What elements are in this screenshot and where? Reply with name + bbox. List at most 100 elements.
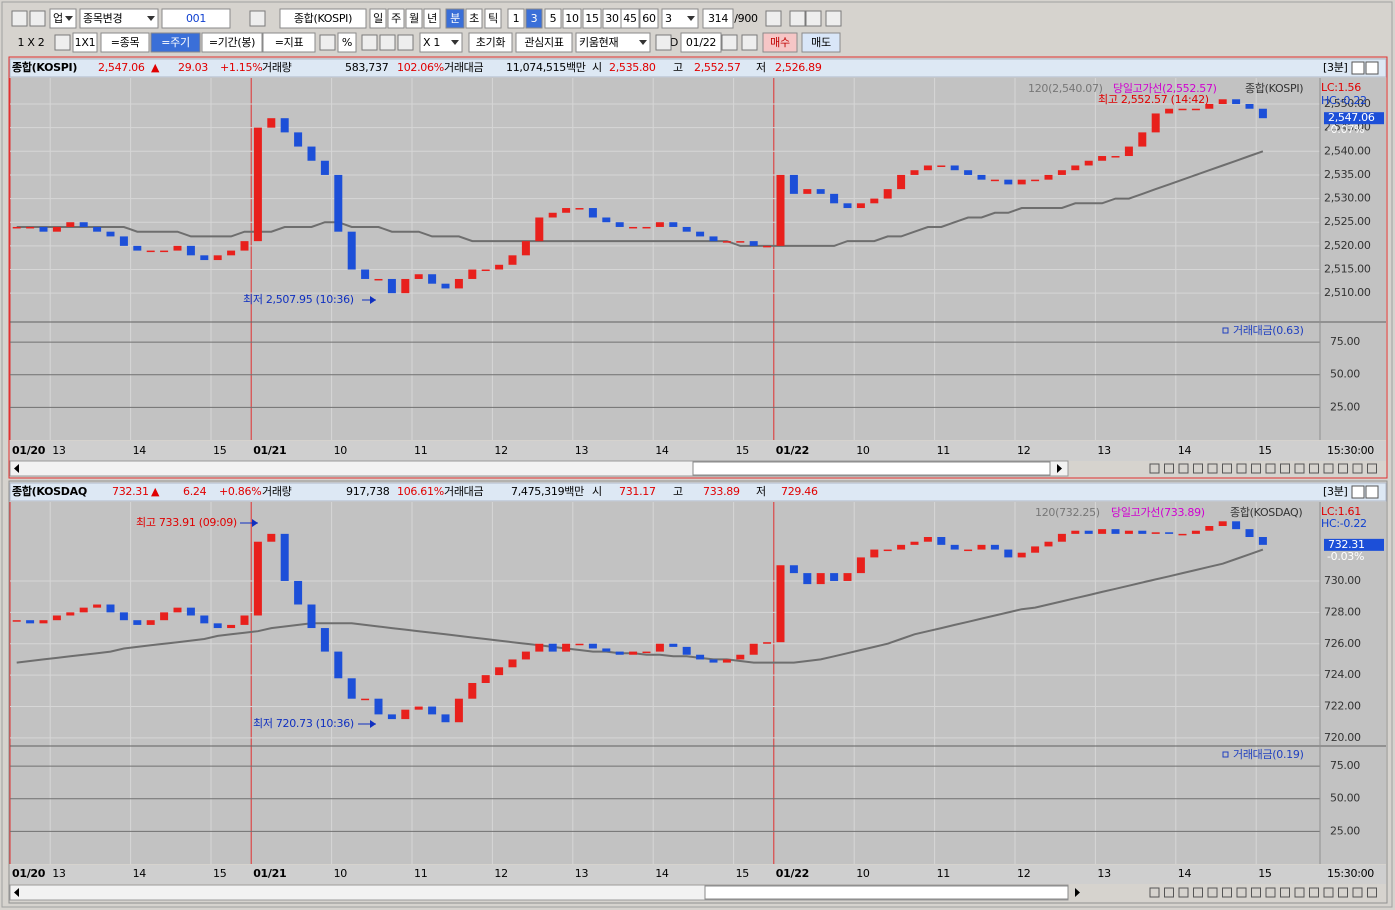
toolbar-icon[interactable] [741,34,758,51]
toolbar-button[interactable] [262,32,316,53]
toolbar-label[interactable]: 초 [469,12,479,25]
scroll-tool-icon[interactable] [1149,887,1160,898]
scroll-tool-icon[interactable] [1367,887,1377,898]
window-button[interactable] [1351,485,1365,499]
toolbar-button[interactable] [801,32,841,53]
window-button[interactable] [1351,61,1365,75]
toolbar-button[interactable] [544,8,562,29]
scroll-tool-icon[interactable] [1222,463,1232,474]
scroll-tool-icon[interactable] [1193,463,1203,474]
toolbar-label[interactable]: 1 X 2 [17,36,44,49]
scroll-tool-icon[interactable] [1323,463,1334,474]
toolbar-label[interactable]: 매도 [811,36,831,49]
toolbar-label[interactable]: 1X1 [75,36,96,49]
toolbar-button[interactable] [49,8,77,29]
toolbar-label[interactable]: 초기화 [476,36,506,49]
toolbar-label[interactable]: /900 [734,12,758,25]
toolbar-button[interactable] [201,32,263,53]
toolbar-label[interactable]: 관심지표 [524,36,564,49]
toolbar-label[interactable]: 45 [623,12,637,25]
scroll-tool-icon[interactable] [1309,887,1319,898]
toolbar-label[interactable]: 분 [450,12,460,25]
toolbar-button[interactable] [405,8,423,29]
scroll-tool-icon[interactable] [1251,887,1261,898]
toolbar-label[interactable]: X 1 [423,36,440,49]
toolbar-label[interactable]: 년 [427,12,437,25]
toolbar-icon[interactable] [721,34,738,51]
toolbar-icon[interactable] [765,10,782,27]
scroll-tool-icon[interactable] [1193,887,1203,898]
toolbar-label[interactable]: 업 [53,12,63,25]
toolbar-label[interactable]: 종목변경 [83,12,123,25]
toolbar-label[interactable]: 01/22 [686,36,717,49]
scroll-left[interactable] [14,888,19,897]
scroll-right[interactable] [1057,464,1062,473]
scrollbar-thumb[interactable] [692,461,1051,476]
scroll-tool-icon[interactable] [1352,887,1363,898]
toolbar-button[interactable] [337,32,357,53]
toolbar-button[interactable] [515,32,573,53]
toolbar-label[interactable]: % [342,36,352,49]
toolbar-label[interactable]: =기간(봉) [209,36,256,49]
toolbar-icon[interactable] [825,10,842,27]
toolbar-icon[interactable] [789,10,806,27]
toolbar-button[interactable] [582,8,602,29]
scroll-left[interactable] [14,464,19,473]
toolbar-button[interactable] [484,8,502,29]
scroll-tool-icon[interactable] [1294,463,1305,474]
toolbar-label[interactable]: =종목 [111,36,140,49]
scroll-tool-icon[interactable] [1149,463,1160,474]
toolbar-icon[interactable] [29,10,46,27]
toolbar-label[interactable]: 10 [565,12,579,25]
toolbar-icon[interactable] [379,34,396,51]
toolbar-button[interactable] [445,8,465,29]
toolbar-button[interactable] [419,32,463,53]
toolbar-button[interactable] [525,8,543,29]
scroll-tool-icon[interactable] [1280,463,1290,474]
toolbar-button[interactable] [423,8,441,29]
toolbar-button[interactable] [639,8,659,29]
toolbar-label[interactable]: 15 [585,12,599,25]
toolbar-label[interactable]: 3 [531,12,538,25]
toolbar-button[interactable] [79,8,159,29]
toolbar-button[interactable] [562,8,582,29]
toolbar-button[interactable] [620,8,640,29]
scroll-tool-icon[interactable] [1236,463,1247,474]
toolbar-button[interactable] [72,32,98,53]
toolbar-button[interactable] [468,32,513,53]
scroll-tool-icon[interactable] [1164,887,1174,898]
scroll-tool-icon[interactable] [1323,887,1334,898]
scroll-tool-icon[interactable] [1251,463,1261,474]
toolbar-label[interactable]: D [670,36,678,49]
toolbar-icon[interactable] [361,34,378,51]
scroll-tool-icon[interactable] [1265,887,1276,898]
scroll-right[interactable] [1075,888,1080,897]
toolbar-button[interactable] [680,32,722,53]
toolbar-button[interactable] [661,8,699,29]
toolbar-button[interactable] [702,8,734,29]
scroll-tool-icon[interactable] [1352,463,1363,474]
toolbar-button[interactable] [575,32,651,53]
toolbar-icon[interactable] [54,34,71,51]
toolbar-label[interactable]: 매수 [770,36,790,49]
toolbar-icon[interactable] [805,10,822,27]
scroll-tool-icon[interactable] [1309,463,1319,474]
toolbar-icon[interactable] [11,10,28,27]
window-button[interactable] [1365,61,1379,75]
toolbar-icon[interactable] [249,10,266,27]
toolbar-label[interactable]: 1 [513,12,520,25]
toolbar-label[interactable]: 일 [373,11,383,25]
toolbar-label[interactable]: =지표 [275,36,304,49]
scroll-tool-icon[interactable] [1178,887,1189,898]
scroll-tool-icon[interactable] [1178,463,1189,474]
toolbar-label[interactable]: 60 [642,12,656,25]
scrollbar-thumb[interactable] [704,885,1069,900]
toolbar-label[interactable]: 틱 [488,12,498,25]
toolbar-label[interactable]: 314 [708,12,729,25]
scroll-tool-icon[interactable] [1222,887,1232,898]
toolbar-icon[interactable] [319,34,336,51]
toolbar-button[interactable] [150,32,201,53]
toolbar-label[interactable]: 3 [665,12,672,25]
toolbar-button[interactable] [387,8,405,29]
scroll-tool-icon[interactable] [1207,463,1218,474]
